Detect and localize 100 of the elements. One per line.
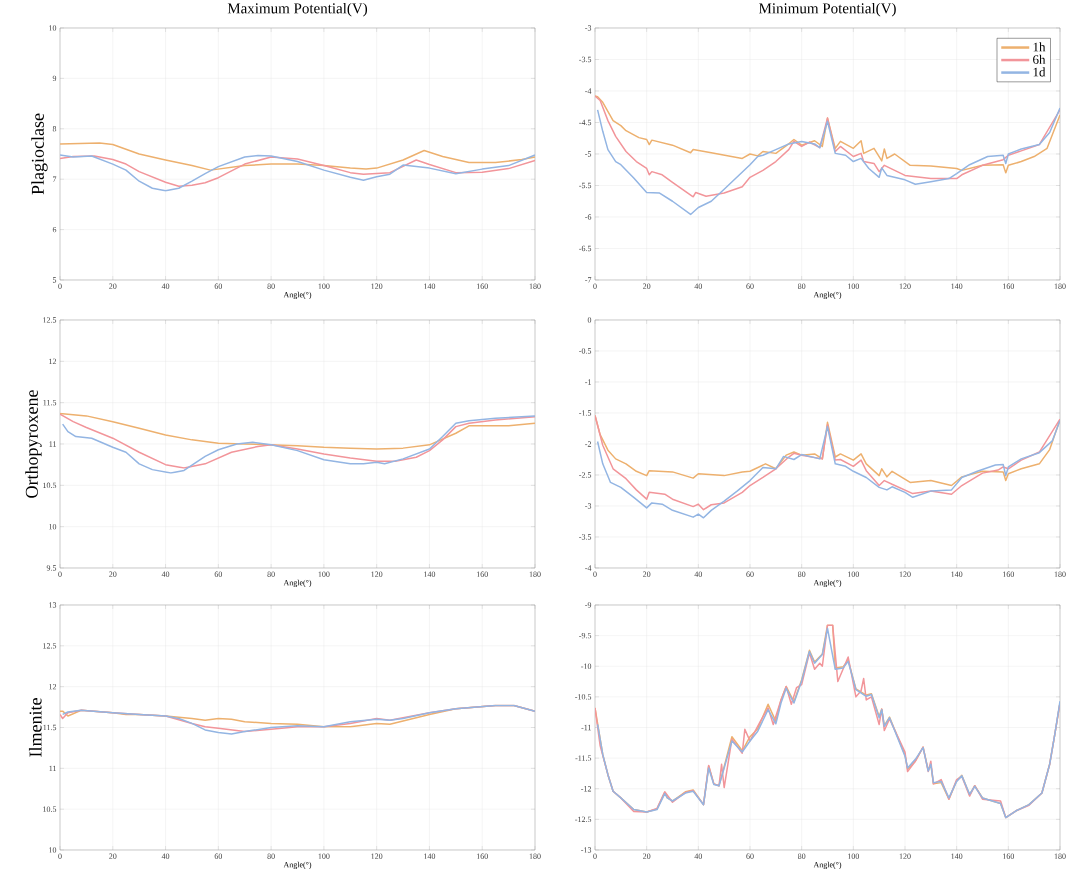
y-tick-label: 12 xyxy=(49,684,57,690)
x-tick-label: 140 xyxy=(424,853,436,859)
x-tick-label: 120 xyxy=(899,283,911,289)
x-tick-label: 180 xyxy=(529,571,541,577)
x-tick-label: 100 xyxy=(848,571,860,577)
y-tick-label: -3 xyxy=(585,503,592,509)
x-tick-label: 120 xyxy=(899,571,911,577)
y-tick-label: 6 xyxy=(52,226,57,233)
y-tick-label: 11.5 xyxy=(43,724,57,731)
x-tick-label: 80 xyxy=(797,283,806,289)
x-tick-label: 60 xyxy=(214,571,223,577)
y-tick-label: -4 xyxy=(585,565,592,571)
x-axis-title: Angle(°) xyxy=(813,861,842,870)
y-tick-label: -4.5 xyxy=(579,119,592,126)
y-tick-label: -3 xyxy=(585,25,592,31)
x-tick-label: 20 xyxy=(109,283,117,289)
x-tick-label: 40 xyxy=(161,571,170,577)
x-tick-label: 100 xyxy=(318,853,330,859)
x-tick-label: 20 xyxy=(109,571,117,577)
y-tick-label: 12.5 xyxy=(43,643,57,649)
x-tick-label: 140 xyxy=(951,853,963,859)
y-tick-label: 13 xyxy=(49,602,57,608)
x-tick-label: 0 xyxy=(593,853,597,859)
y-tick-label: -10 xyxy=(581,663,592,669)
x-tick-label: 0 xyxy=(58,571,62,577)
y-tick-label: 7 xyxy=(53,176,57,182)
y-tick-label: 12.5 xyxy=(43,317,57,323)
legend-label: 1d xyxy=(1033,67,1046,77)
x-tick-label: 80 xyxy=(797,571,806,577)
y-tick-label: -2.5 xyxy=(579,472,592,478)
x-tick-label: 80 xyxy=(267,571,275,577)
y-tick-label: -1.5 xyxy=(579,410,592,416)
y-tick-label: 11.5 xyxy=(43,399,57,406)
x-tick-label: 40 xyxy=(694,853,703,859)
x-tick-label: 100 xyxy=(318,283,330,289)
x-tick-label: 160 xyxy=(1003,571,1015,577)
x-tick-label: 0 xyxy=(593,283,597,289)
chart-title: Minimum Potential(V) xyxy=(758,2,896,17)
y-tick-label: -6 xyxy=(585,214,592,220)
y-tick-label: -12 xyxy=(581,786,592,792)
x-axis-title: Angle(°) xyxy=(813,291,842,300)
y-tick-label: 8 xyxy=(52,126,57,132)
y-tick-label: -4 xyxy=(585,88,592,94)
y-tick-label: -1 xyxy=(585,379,591,385)
y-tick-label: -9 xyxy=(585,602,592,608)
x-tick-label: 140 xyxy=(424,571,436,577)
y-tick-label: -12.5 xyxy=(575,816,592,823)
x-tick-label: 0 xyxy=(58,853,62,859)
x-tick-label: 160 xyxy=(1003,283,1015,289)
x-tick-label: 100 xyxy=(318,571,330,577)
x-tick-label: 180 xyxy=(1054,571,1066,577)
x-tick-label: 160 xyxy=(476,283,488,289)
x-tick-label: 60 xyxy=(746,853,754,859)
legend-label: 6h xyxy=(1033,54,1046,64)
y-axis-title: Orthopyroxene xyxy=(25,390,42,498)
y-tick-label: 11 xyxy=(49,765,56,771)
y-tick-label: -5 xyxy=(585,151,592,157)
x-tick-label: 20 xyxy=(643,853,651,859)
y-tick-label: 10.5 xyxy=(43,482,57,489)
y-tick-label: 11 xyxy=(49,441,56,447)
x-tick-label: 100 xyxy=(848,283,860,289)
legend-label: 1h xyxy=(1033,42,1046,52)
x-axis-title: Angle(°) xyxy=(283,861,312,870)
y-tick-label: -10.5 xyxy=(575,694,592,700)
x-tick-label: 160 xyxy=(1003,853,1015,859)
x-tick-label: 140 xyxy=(951,571,963,577)
y-tick-label: -3.5 xyxy=(579,534,592,540)
x-tick-label: 120 xyxy=(371,283,383,289)
y-tick-label: 10.5 xyxy=(43,806,57,812)
x-axis-title: Angle(°) xyxy=(283,579,312,588)
x-tick-label: 40 xyxy=(694,571,703,577)
y-tick-label: -0.5 xyxy=(579,348,592,354)
y-tick-label: -5.5 xyxy=(579,182,592,189)
x-tick-label: 20 xyxy=(643,283,651,289)
y-tick-label: 9.5 xyxy=(46,565,57,571)
y-tick-label: 9 xyxy=(52,75,57,82)
x-tick-label: 60 xyxy=(214,283,223,289)
x-tick-label: 40 xyxy=(161,853,170,859)
x-tick-label: 160 xyxy=(476,571,488,577)
y-tick-label: -7 xyxy=(585,277,592,283)
x-tick-label: 140 xyxy=(951,283,963,289)
x-tick-label: 60 xyxy=(746,571,754,577)
x-axis-title: Angle(°) xyxy=(813,579,842,588)
x-tick-label: 120 xyxy=(371,571,383,577)
x-tick-label: 120 xyxy=(899,853,911,859)
y-tick-label: 0 xyxy=(587,317,592,323)
x-tick-label: 20 xyxy=(643,571,651,577)
y-axis-title: Plagioclase xyxy=(31,113,48,195)
y-tick-label: 10 xyxy=(49,523,57,530)
x-tick-label: 60 xyxy=(746,283,754,289)
x-tick-label: 80 xyxy=(267,283,275,289)
y-tick-label: -11.5 xyxy=(575,755,592,761)
x-tick-label: 60 xyxy=(214,853,223,859)
y-tick-label: -2 xyxy=(585,441,592,447)
x-tick-label: 120 xyxy=(371,853,383,859)
x-tick-label: 100 xyxy=(848,853,860,859)
x-tick-label: 180 xyxy=(1054,283,1066,289)
chart-title: Maximum Potential(V) xyxy=(227,2,368,17)
x-tick-label: 20 xyxy=(109,853,117,859)
x-tick-label: 180 xyxy=(1054,853,1066,859)
